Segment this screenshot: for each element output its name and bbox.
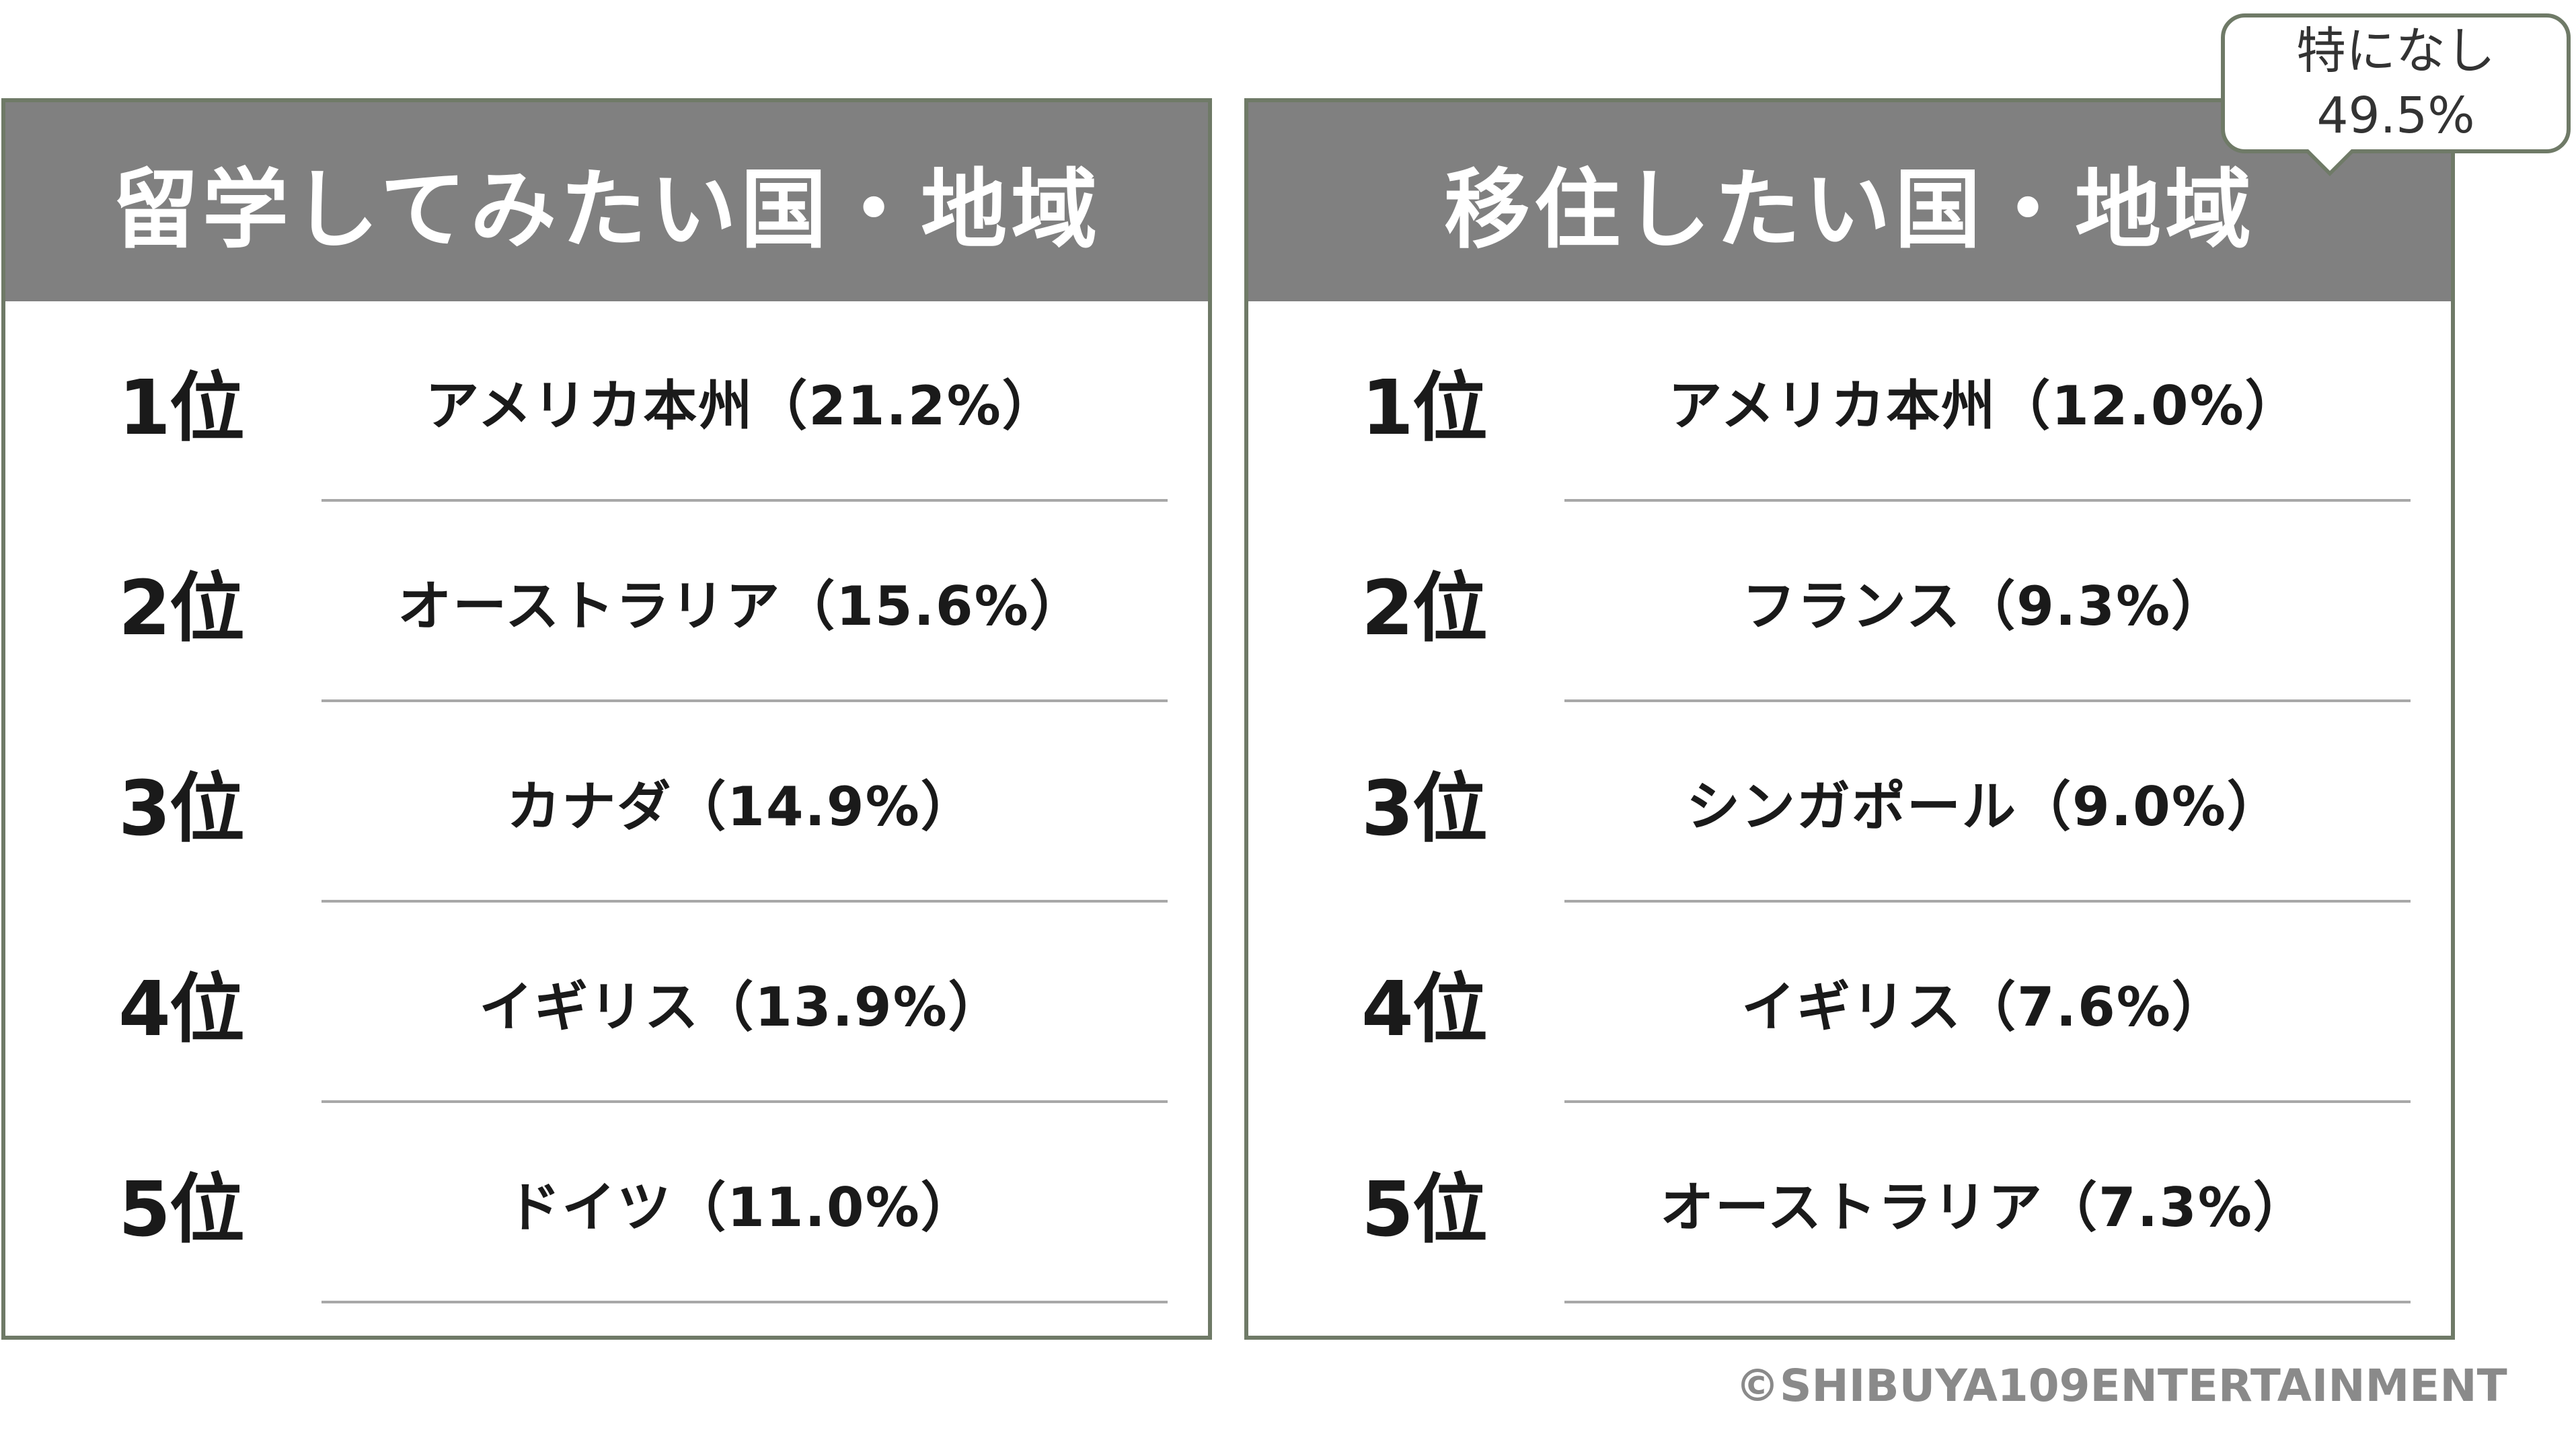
panel-title: 留学してみたい国・地域 bbox=[5, 102, 1208, 301]
row-divider bbox=[321, 900, 1168, 903]
rank-label: 4位 bbox=[118, 966, 245, 1053]
rank-label: 5位 bbox=[118, 1166, 245, 1254]
rank-label: 3位 bbox=[118, 765, 245, 853]
rank-label: 2位 bbox=[1361, 565, 1488, 652]
ranking-row: 2位 オーストラリア（15.6%） bbox=[5, 502, 1208, 702]
no-preference-callout: 特になし 49.5% bbox=[2221, 13, 2571, 153]
ranking-panel-relocation: 移住したい国・地域 1位 アメリカ本州（12.0%） 2位 フランス（9.3%）… bbox=[1244, 98, 2455, 1340]
row-divider bbox=[321, 699, 1168, 702]
rank-label: 5位 bbox=[1361, 1166, 1488, 1254]
row-divider bbox=[1564, 499, 2411, 502]
ranking-row: 5位 オーストラリア（7.3%） bbox=[1248, 1103, 2451, 1303]
ranking-row: 4位 イギリス（7.6%） bbox=[1248, 903, 2451, 1103]
callout-label: 特になし bbox=[2296, 22, 2495, 80]
ranking-row: 1位 アメリカ本州（12.0%） bbox=[1248, 301, 2451, 502]
rank-label: 2位 bbox=[118, 565, 245, 652]
callout-tail bbox=[2307, 148, 2353, 171]
country-value-label: ドイツ（11.0%） bbox=[506, 1176, 976, 1239]
panel-title: 移住したい国・地域 bbox=[1248, 102, 2451, 301]
country-value-label: アメリカ本州（21.2%） bbox=[425, 375, 1057, 437]
ranking-row: 3位 シンガポール（9.0%） bbox=[1248, 702, 2451, 903]
ranking-row: 2位 フランス（9.3%） bbox=[1248, 502, 2451, 702]
country-value-label: オーストラリア（15.6%） bbox=[397, 575, 1085, 638]
callout-value: 49.5% bbox=[2316, 87, 2475, 145]
row-divider bbox=[321, 1100, 1168, 1103]
country-value-label: イギリス（13.9%） bbox=[479, 976, 1003, 1038]
rank-label: 3位 bbox=[1361, 765, 1488, 853]
country-value-label: イギリス（7.6%） bbox=[1741, 976, 2227, 1038]
country-value-label: シンガポール（9.0%） bbox=[1686, 775, 2282, 838]
ranking-row: 4位 イギリス（13.9%） bbox=[5, 903, 1208, 1103]
country-value-label: フランス（9.3%） bbox=[1741, 575, 2227, 638]
copyright-notice: ©SHIBUYA109ENTERTAINMENT bbox=[1735, 1360, 2507, 1412]
row-divider bbox=[321, 499, 1168, 502]
rank-label: 4位 bbox=[1361, 966, 1488, 1053]
ranking-row: 1位 アメリカ本州（21.2%） bbox=[5, 301, 1208, 502]
country-value-label: アメリカ本州（12.0%） bbox=[1668, 375, 2300, 437]
row-divider bbox=[1564, 1100, 2411, 1103]
ranking-panel-study-abroad: 留学してみたい国・地域 1位 アメリカ本州（21.2%） 2位 オーストラリア（… bbox=[1, 98, 1212, 1340]
row-divider bbox=[1564, 900, 2411, 903]
row-divider bbox=[321, 1301, 1168, 1303]
rank-label: 1位 bbox=[118, 365, 245, 452]
country-value-label: オーストラリア（7.3%） bbox=[1660, 1176, 2308, 1239]
ranking-row: 3位 カナダ（14.9%） bbox=[5, 702, 1208, 903]
rank-label: 1位 bbox=[1361, 365, 1488, 452]
row-divider bbox=[1564, 1301, 2411, 1303]
ranking-row: 5位 ドイツ（11.0%） bbox=[5, 1103, 1208, 1303]
row-divider bbox=[1564, 699, 2411, 702]
country-value-label: カナダ（14.9%） bbox=[506, 775, 976, 838]
